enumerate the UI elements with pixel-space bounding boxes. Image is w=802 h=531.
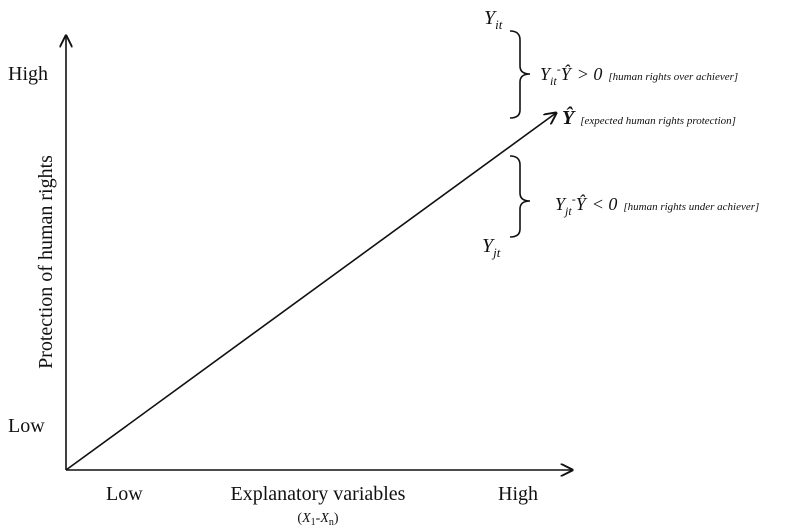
lower-brace [509, 155, 531, 238]
t: Y [482, 235, 495, 257]
upper-brace [509, 30, 531, 119]
t: < 0 [592, 194, 618, 214]
t: Ŷ [561, 63, 573, 84]
x-high: High [498, 483, 538, 505]
t: jt [491, 245, 501, 260]
y-low: Low [8, 415, 45, 437]
t: - [572, 192, 576, 206]
t: > 0 [577, 64, 603, 84]
y-title: Protection of human rights [35, 155, 57, 369]
t: Ŷ [576, 193, 588, 214]
t: Ŷ [562, 105, 576, 129]
regression-line [65, 113, 556, 471]
under-formula: Yjt-Ŷ < 0 [human rights under achiever] [555, 192, 759, 218]
t: Y [555, 194, 567, 214]
t: - [557, 62, 561, 76]
t: ( [297, 511, 302, 526]
t: [human rights under achiever] [623, 201, 759, 213]
y-high: High [8, 63, 48, 85]
expected-label: Ŷ [expected human rights protection] [562, 105, 736, 129]
over-formula: Yit-Ŷ > 0 [human rights over achiever] [540, 62, 738, 88]
t: ) [334, 511, 339, 526]
t: 1 [311, 517, 316, 528]
t: it [495, 17, 503, 32]
t: Y [540, 64, 552, 84]
t: X [319, 511, 329, 526]
t: X [301, 511, 311, 526]
t: n [329, 517, 334, 528]
x-title: Explanatory variables [231, 483, 406, 505]
t: [human rights over achiever] [608, 71, 738, 83]
x-note: (X1-Xn) [297, 511, 338, 528]
t: it [550, 74, 557, 88]
y-jt: Yjt [482, 235, 501, 260]
y-it: Yit [484, 7, 503, 32]
x-low: Low [106, 483, 143, 505]
t: Y [484, 7, 497, 29]
t: jt [563, 204, 572, 218]
t: - [316, 511, 321, 526]
t: [expected human rights protection] [580, 115, 736, 127]
